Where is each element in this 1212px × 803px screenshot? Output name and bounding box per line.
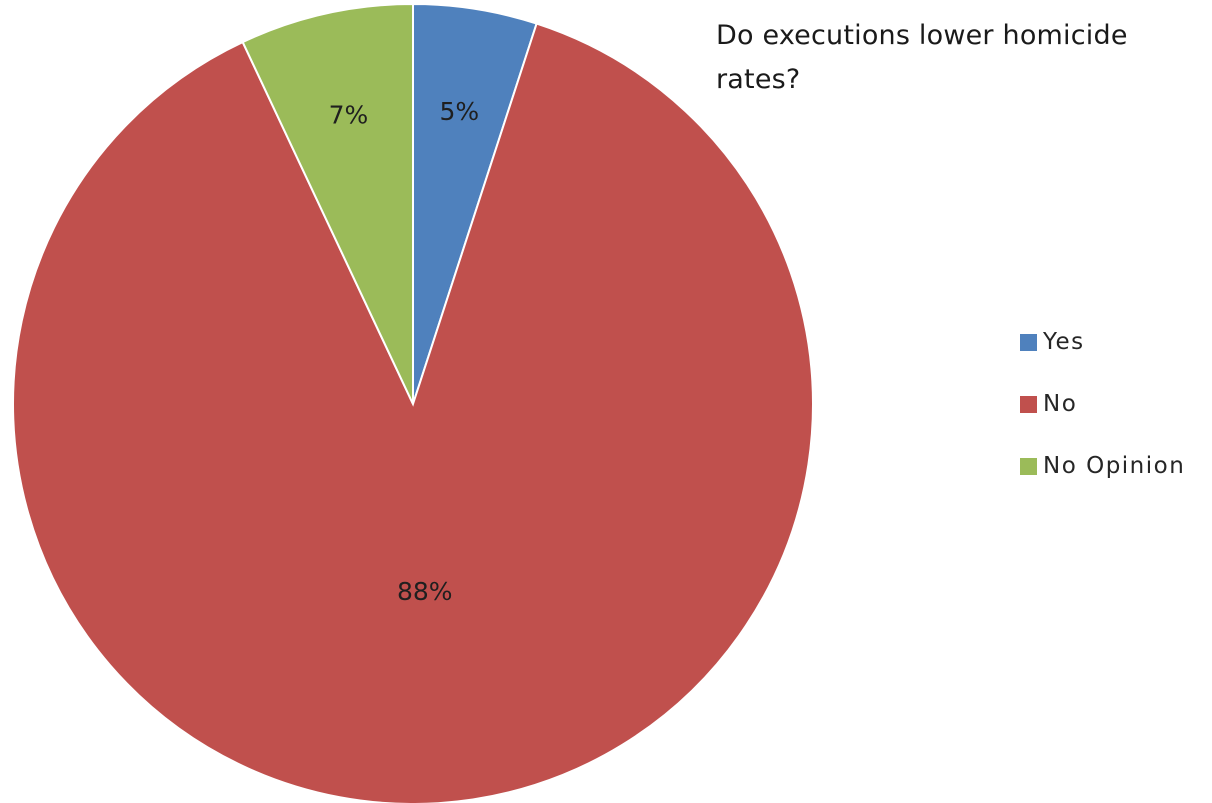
legend-item-no: No bbox=[1020, 388, 1185, 420]
legend: Yes No No Opinion bbox=[1020, 326, 1185, 512]
legend-label: No Opinion bbox=[1043, 453, 1186, 479]
data-label-no-opinion: 7% bbox=[329, 101, 369, 130]
legend-label: Yes bbox=[1043, 329, 1085, 355]
pie-slice-no bbox=[12, 22, 814, 803]
data-label-yes: 5% bbox=[439, 97, 479, 126]
pie-slices bbox=[12, 2, 814, 803]
legend-swatch bbox=[1020, 333, 1037, 351]
pie-slice-no-opinion bbox=[241, 2, 414, 405]
legend-item-no-opinion: No Opinion bbox=[1020, 450, 1185, 482]
legend-label: No bbox=[1043, 391, 1078, 417]
chart-title: Do executions lower homicide rates? bbox=[716, 20, 1128, 95]
legend-swatch bbox=[1020, 395, 1037, 413]
legend-item-yes: Yes bbox=[1020, 326, 1185, 358]
legend-swatch bbox=[1020, 457, 1037, 475]
data-label-no: 88% bbox=[397, 577, 453, 606]
pie-data-labels: 5% 88% 7% bbox=[329, 97, 480, 606]
